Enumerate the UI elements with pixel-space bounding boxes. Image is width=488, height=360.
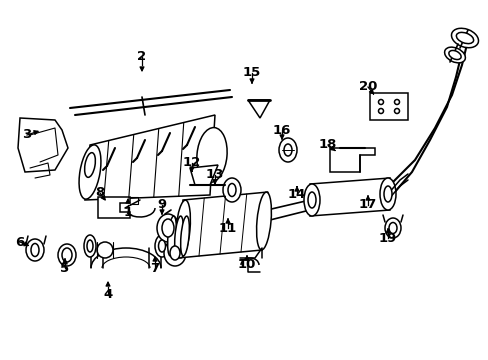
Polygon shape	[329, 148, 374, 172]
Text: 13: 13	[205, 168, 224, 181]
Ellipse shape	[79, 145, 101, 199]
Text: 3: 3	[22, 129, 32, 141]
Text: 7: 7	[150, 261, 159, 274]
Ellipse shape	[394, 99, 399, 104]
Text: 18: 18	[318, 139, 337, 152]
Text: 4: 4	[103, 288, 112, 302]
Ellipse shape	[444, 47, 465, 63]
Ellipse shape	[384, 218, 400, 238]
Text: 8: 8	[95, 186, 104, 199]
Text: 5: 5	[61, 261, 69, 274]
Ellipse shape	[450, 28, 478, 48]
Polygon shape	[309, 178, 389, 216]
Ellipse shape	[180, 216, 189, 256]
Ellipse shape	[455, 32, 473, 44]
Text: 16: 16	[272, 123, 290, 136]
Text: 1: 1	[123, 207, 132, 220]
Ellipse shape	[162, 219, 174, 237]
Ellipse shape	[256, 192, 271, 250]
Ellipse shape	[163, 240, 185, 266]
Polygon shape	[85, 115, 215, 200]
Text: 9: 9	[157, 198, 166, 211]
Ellipse shape	[84, 235, 96, 257]
Ellipse shape	[87, 240, 93, 252]
Text: 14: 14	[287, 189, 305, 202]
Ellipse shape	[379, 178, 395, 210]
Polygon shape	[178, 192, 267, 258]
Text: 20: 20	[358, 81, 376, 94]
Ellipse shape	[304, 184, 319, 216]
Ellipse shape	[158, 240, 165, 252]
Text: 10: 10	[237, 258, 256, 271]
Polygon shape	[190, 165, 218, 185]
Ellipse shape	[155, 235, 169, 257]
Text: 6: 6	[15, 235, 24, 248]
Ellipse shape	[227, 184, 236, 197]
Text: 11: 11	[219, 221, 237, 234]
Ellipse shape	[157, 214, 179, 242]
Ellipse shape	[394, 108, 399, 113]
Ellipse shape	[175, 200, 190, 258]
Ellipse shape	[378, 99, 383, 104]
Ellipse shape	[97, 242, 113, 258]
Ellipse shape	[279, 138, 296, 162]
Ellipse shape	[378, 108, 383, 113]
Polygon shape	[98, 197, 130, 218]
Ellipse shape	[26, 239, 44, 261]
Polygon shape	[247, 100, 269, 118]
Text: 15: 15	[243, 67, 261, 80]
Text: 17: 17	[358, 198, 376, 211]
Ellipse shape	[383, 186, 391, 202]
Text: 19: 19	[378, 231, 396, 244]
Polygon shape	[18, 118, 68, 172]
Ellipse shape	[174, 216, 183, 256]
Ellipse shape	[197, 127, 226, 183]
Ellipse shape	[58, 244, 76, 266]
Ellipse shape	[284, 144, 291, 156]
Ellipse shape	[388, 222, 396, 234]
Ellipse shape	[167, 216, 176, 256]
Ellipse shape	[223, 178, 241, 202]
Text: 12: 12	[183, 157, 201, 170]
Polygon shape	[369, 93, 407, 120]
Ellipse shape	[31, 243, 39, 256]
Ellipse shape	[62, 248, 72, 262]
Ellipse shape	[84, 153, 95, 177]
Ellipse shape	[307, 192, 315, 208]
Ellipse shape	[170, 246, 180, 260]
Ellipse shape	[448, 50, 460, 59]
Text: 2: 2	[137, 50, 146, 63]
